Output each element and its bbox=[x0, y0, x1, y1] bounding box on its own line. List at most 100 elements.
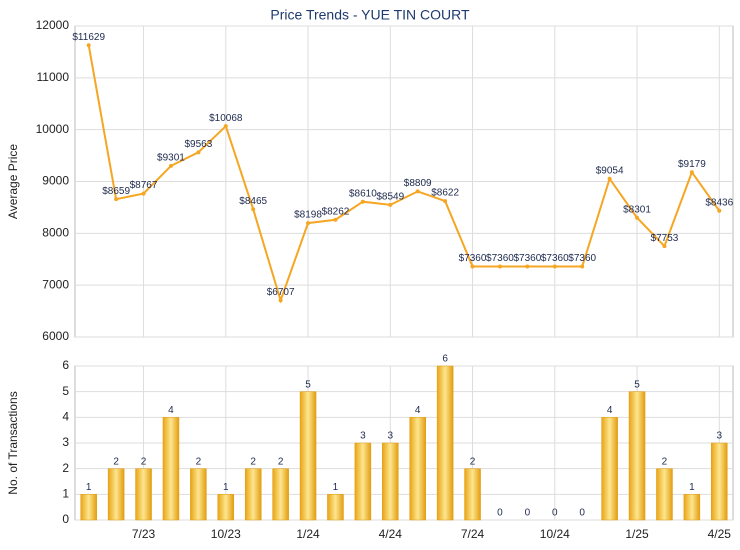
data-label: $8436 bbox=[705, 197, 733, 208]
point bbox=[86, 43, 91, 48]
data-label: $6707 bbox=[267, 287, 295, 298]
point bbox=[333, 217, 338, 222]
bar bbox=[244, 468, 262, 521]
chart-title: Price Trends - YUE TIN COURT bbox=[270, 7, 470, 23]
bar bbox=[327, 494, 344, 521]
point bbox=[168, 163, 173, 168]
point bbox=[497, 264, 502, 269]
data-label: $10068 bbox=[209, 113, 243, 124]
point bbox=[662, 244, 667, 249]
y-tick-label: 1 bbox=[62, 487, 69, 501]
point bbox=[278, 298, 283, 303]
data-label: 2 bbox=[141, 456, 147, 467]
point bbox=[552, 264, 557, 269]
point bbox=[415, 189, 420, 194]
data-label: 1 bbox=[333, 482, 339, 493]
point bbox=[223, 124, 228, 129]
y-tick-label: 7000 bbox=[42, 277, 69, 291]
point bbox=[251, 207, 256, 212]
y-tick-label: 0 bbox=[62, 512, 69, 526]
point bbox=[306, 221, 311, 226]
x-tick-label: 7/23 bbox=[132, 527, 156, 541]
data-label: $8301 bbox=[623, 204, 651, 215]
data-label: $8809 bbox=[404, 178, 432, 189]
x-tick-label: 1/25 bbox=[625, 527, 649, 541]
data-label: $8262 bbox=[322, 206, 350, 217]
point bbox=[388, 202, 393, 207]
point bbox=[717, 208, 722, 213]
bar bbox=[382, 442, 399, 521]
bar bbox=[409, 417, 426, 521]
data-label: $9301 bbox=[157, 153, 185, 164]
y-tick-label: 8000 bbox=[42, 226, 69, 240]
bar bbox=[272, 468, 289, 521]
point bbox=[443, 199, 448, 204]
bar bbox=[80, 494, 97, 521]
data-label: $8767 bbox=[130, 180, 158, 191]
data-label: 4 bbox=[607, 405, 613, 416]
bar bbox=[354, 442, 372, 521]
bar bbox=[656, 468, 673, 521]
point bbox=[607, 176, 612, 181]
data-label: 2 bbox=[196, 456, 202, 467]
data-label: $7753 bbox=[651, 233, 679, 244]
data-label: $8622 bbox=[431, 188, 459, 199]
bar bbox=[601, 417, 618, 521]
point bbox=[114, 197, 119, 202]
data-label: $9179 bbox=[678, 159, 706, 170]
data-label: $8610 bbox=[349, 188, 377, 199]
data-label: 2 bbox=[278, 456, 284, 467]
y-tick-label: 2 bbox=[62, 461, 69, 475]
bar bbox=[135, 468, 152, 521]
data-label: 2 bbox=[250, 456, 256, 467]
point bbox=[470, 264, 475, 269]
data-label: $7360 bbox=[568, 253, 596, 264]
bar bbox=[628, 391, 646, 521]
point bbox=[689, 170, 694, 175]
y-tick-label: 6 bbox=[62, 358, 69, 372]
y-axis-label: Average Price bbox=[6, 144, 20, 219]
data-label: 2 bbox=[113, 456, 119, 467]
data-label: $8659 bbox=[102, 186, 130, 197]
data-label: $7360 bbox=[541, 253, 569, 264]
data-label: 1 bbox=[86, 482, 92, 493]
x-tick-label: 7/24 bbox=[461, 527, 485, 541]
y-axis-label: No. of Transactions bbox=[6, 391, 20, 494]
y-tick-label: 3 bbox=[62, 435, 69, 449]
data-label: $7360 bbox=[486, 253, 514, 264]
x-tick-label: 10/24 bbox=[540, 527, 570, 541]
y-tick-label: 4 bbox=[62, 410, 69, 424]
data-label: $9054 bbox=[596, 165, 624, 176]
bar bbox=[711, 442, 728, 521]
point bbox=[360, 199, 365, 204]
data-label: 0 bbox=[552, 508, 558, 519]
bar bbox=[299, 391, 317, 521]
bar bbox=[190, 468, 207, 521]
bar bbox=[217, 494, 235, 521]
data-label: $7360 bbox=[459, 253, 487, 264]
bar bbox=[162, 417, 180, 521]
data-label: 4 bbox=[168, 405, 174, 416]
x-tick-label: 4/24 bbox=[379, 527, 403, 541]
data-label: $8549 bbox=[376, 192, 404, 203]
point bbox=[580, 264, 585, 269]
data-label: 2 bbox=[470, 456, 476, 467]
point bbox=[525, 264, 530, 269]
data-label: 0 bbox=[579, 508, 585, 519]
y-tick-label: 5 bbox=[62, 384, 69, 398]
data-label: $7360 bbox=[513, 253, 541, 264]
data-label: 5 bbox=[634, 379, 640, 390]
data-label: 6 bbox=[442, 354, 448, 365]
data-label: 3 bbox=[360, 431, 366, 442]
data-label: $9563 bbox=[184, 139, 212, 150]
y-tick-label: 10000 bbox=[36, 122, 70, 136]
price-line bbox=[87, 45, 721, 304]
point bbox=[141, 191, 146, 196]
y-tick-label: 6000 bbox=[42, 329, 69, 343]
data-label: 0 bbox=[497, 508, 503, 519]
x-tick-label: 10/23 bbox=[211, 527, 241, 541]
data-label: 2 bbox=[662, 456, 668, 467]
point bbox=[635, 215, 640, 220]
bar bbox=[683, 494, 701, 521]
